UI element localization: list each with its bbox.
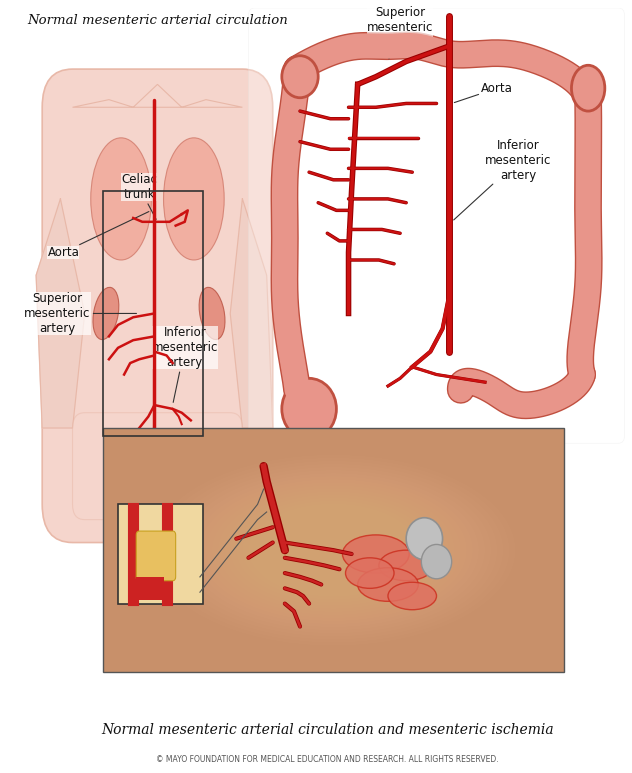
Ellipse shape bbox=[388, 582, 437, 610]
Ellipse shape bbox=[199, 288, 225, 339]
Text: © MAYO FOUNDATION FOR MEDICAL EDUCATION AND RESEARCH. ALL RIGHTS RESERVED.: © MAYO FOUNDATION FOR MEDICAL EDUCATION … bbox=[156, 755, 499, 764]
Text: Aorta: Aorta bbox=[47, 212, 149, 259]
Ellipse shape bbox=[406, 518, 442, 560]
Ellipse shape bbox=[346, 558, 394, 588]
FancyBboxPatch shape bbox=[248, 8, 624, 443]
Ellipse shape bbox=[358, 567, 418, 601]
Bar bbox=[137, 577, 164, 600]
Ellipse shape bbox=[91, 138, 152, 260]
Text: Normal mesenteric arterial circulation: Normal mesenteric arterial circulation bbox=[27, 14, 288, 27]
Text: Inferior
mesenteric
artery: Inferior mesenteric artery bbox=[152, 326, 218, 403]
Text: Superior
mesenteric
artery: Superior mesenteric artery bbox=[367, 5, 434, 59]
Bar bbox=[118, 504, 203, 604]
Text: Celiac
trunk: Celiac trunk bbox=[121, 173, 157, 220]
Text: Inferior
mesenteric
artery: Inferior mesenteric artery bbox=[454, 139, 552, 220]
Bar bbox=[103, 191, 203, 436]
Ellipse shape bbox=[379, 550, 434, 581]
Ellipse shape bbox=[571, 65, 605, 111]
Bar bbox=[103, 428, 564, 673]
Ellipse shape bbox=[282, 56, 318, 97]
Text: Blockage in artery: Blockage in artery bbox=[155, 453, 263, 466]
Text: Normal mesenteric arterial circulation and mesenteric ischemia: Normal mesenteric arterial circulation a… bbox=[101, 723, 554, 737]
Text: Area of
ischemia: Area of ischemia bbox=[422, 452, 475, 513]
FancyBboxPatch shape bbox=[42, 69, 273, 543]
Polygon shape bbox=[73, 84, 243, 107]
Text: Aorta: Aorta bbox=[454, 82, 513, 103]
Text: Intestine: Intestine bbox=[445, 559, 508, 580]
FancyBboxPatch shape bbox=[137, 531, 176, 581]
Ellipse shape bbox=[282, 378, 336, 439]
Text: Superior
mesenteric
artery: Superior mesenteric artery bbox=[24, 292, 137, 335]
Polygon shape bbox=[230, 199, 273, 428]
FancyBboxPatch shape bbox=[73, 413, 243, 519]
Ellipse shape bbox=[93, 288, 119, 339]
Text: Superior
mesenteric
artery: Superior mesenteric artery bbox=[216, 557, 282, 621]
Ellipse shape bbox=[343, 535, 409, 573]
Ellipse shape bbox=[422, 544, 452, 579]
Ellipse shape bbox=[164, 138, 224, 260]
Polygon shape bbox=[36, 199, 85, 428]
